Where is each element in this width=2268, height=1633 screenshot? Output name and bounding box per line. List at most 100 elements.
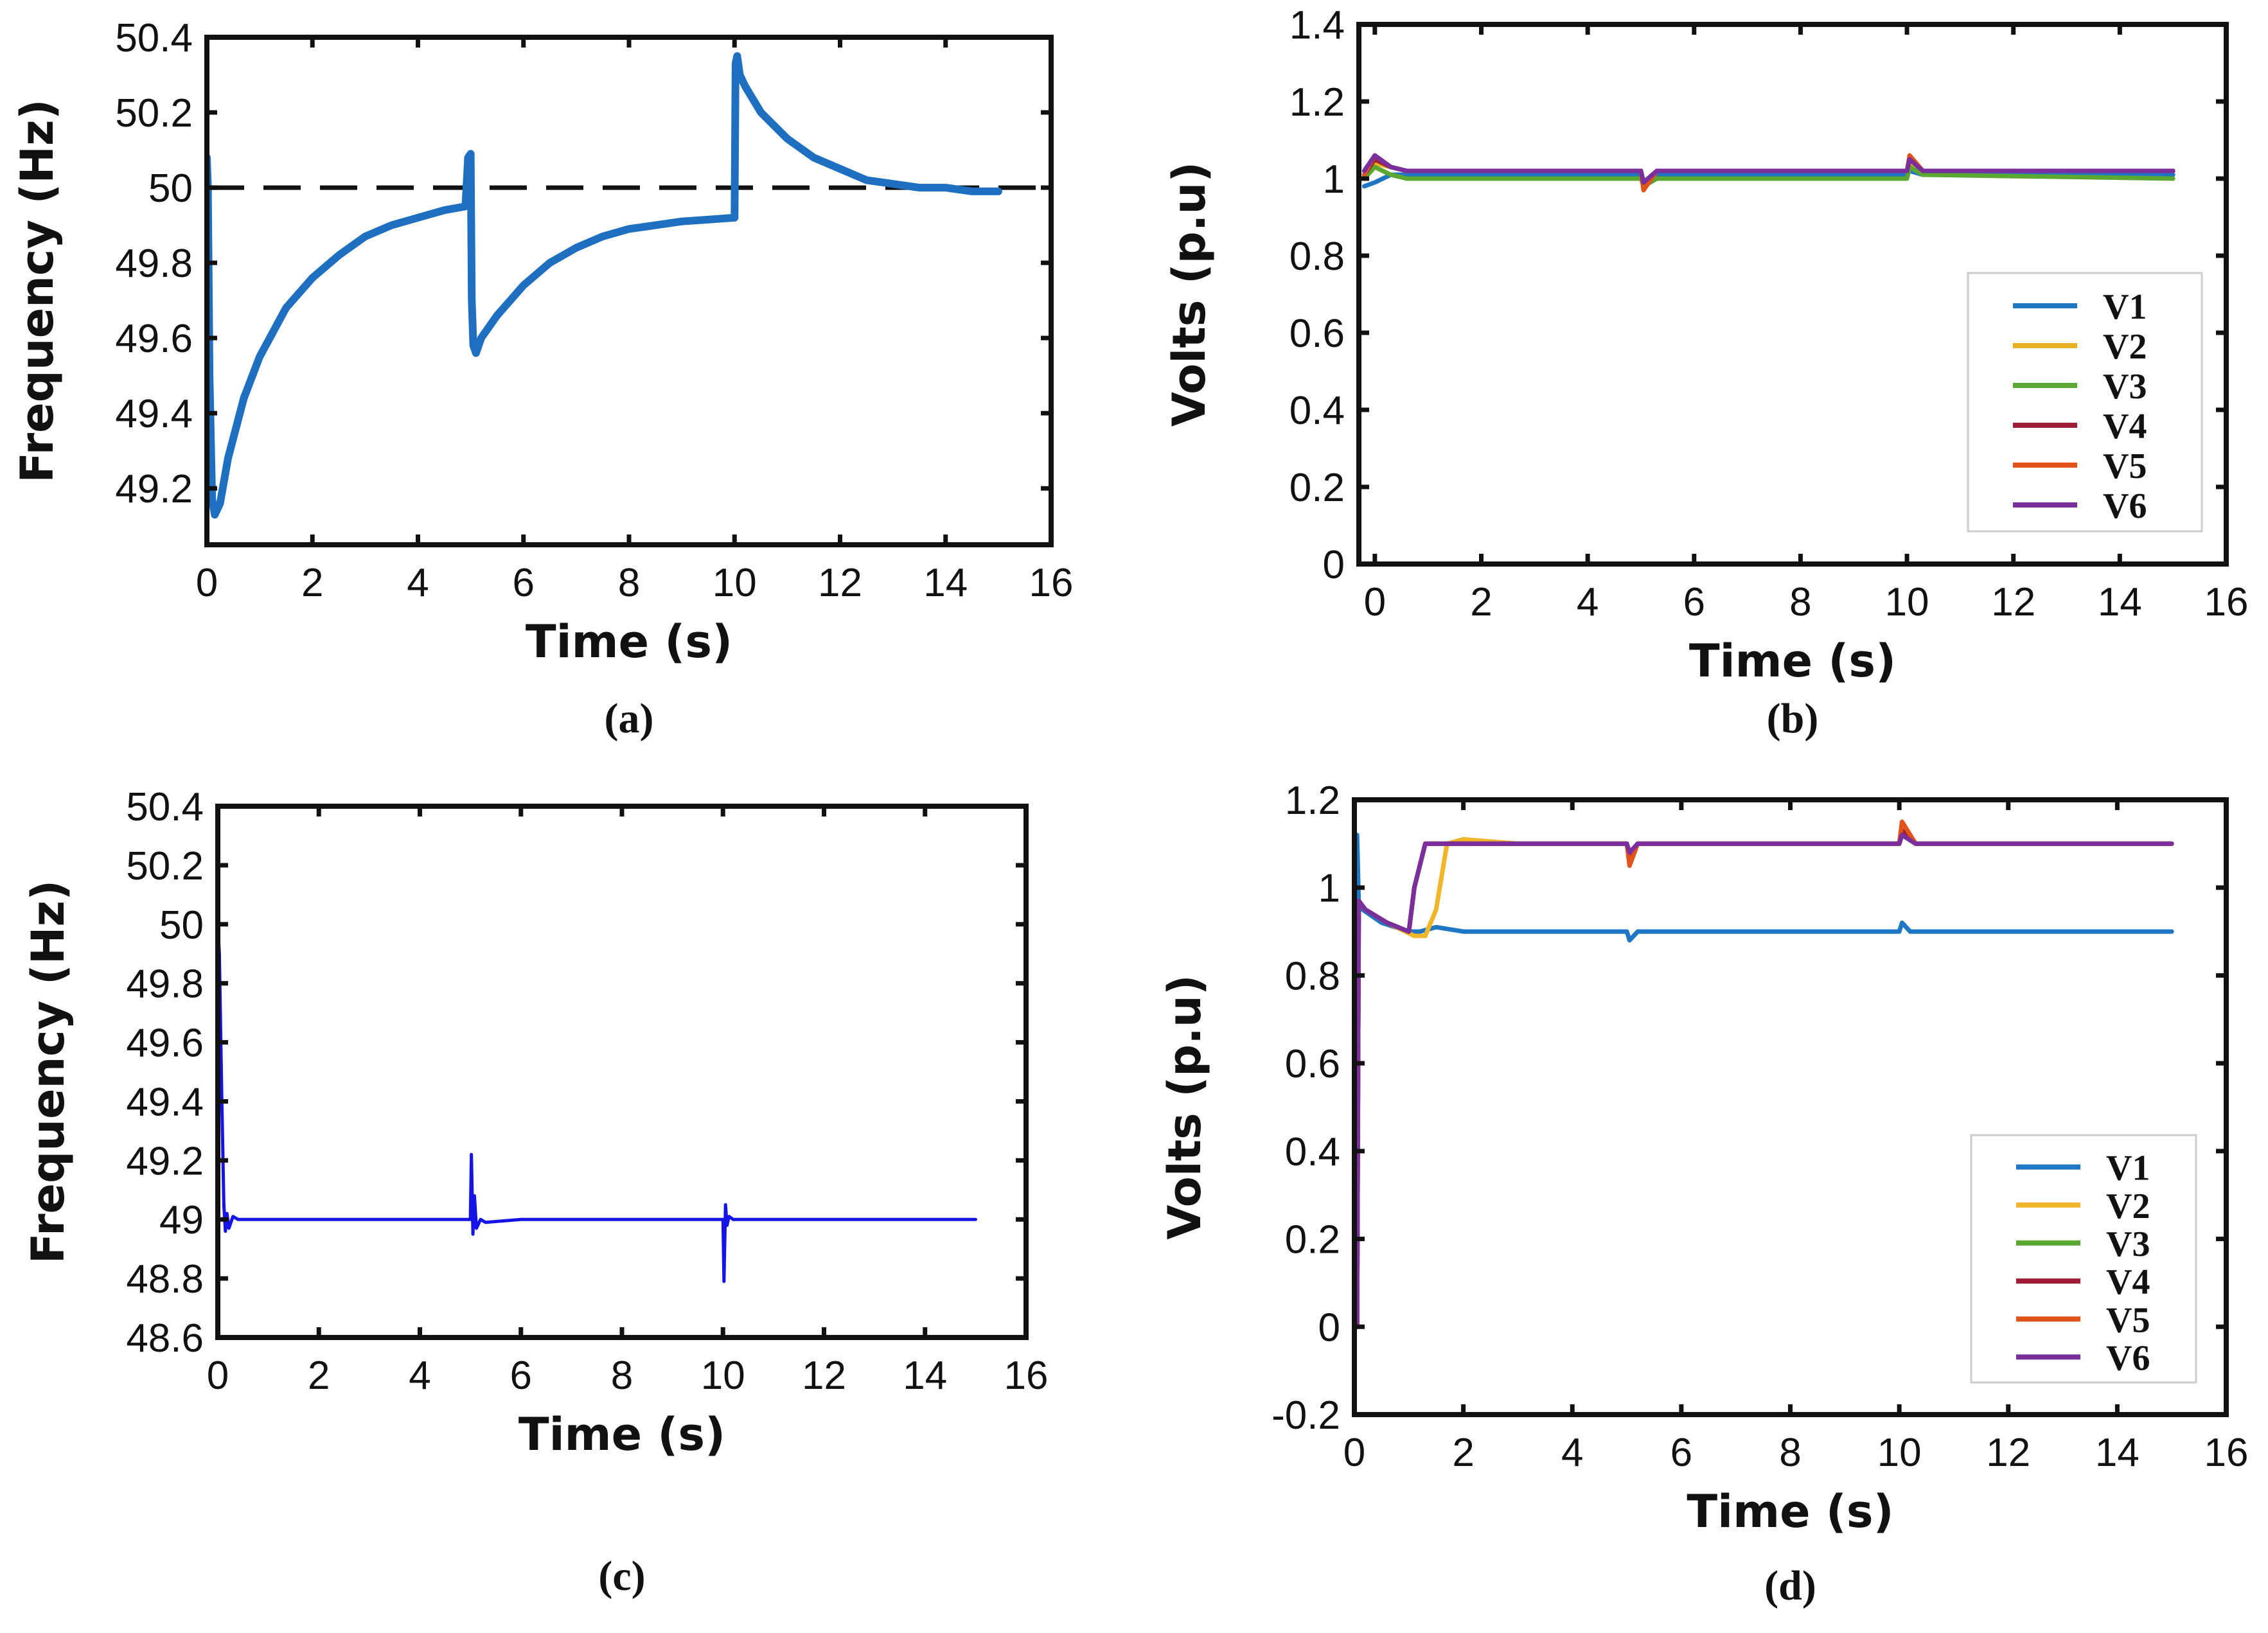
x-tick-label: 8 bbox=[618, 561, 640, 605]
y-axis-label: Volts (p.u) bbox=[1163, 162, 1216, 427]
y-tick-label: 49 bbox=[159, 1198, 204, 1242]
plot-area bbox=[1354, 819, 2174, 1329]
x-tick-label: 0 bbox=[196, 561, 218, 605]
y-tick-label: 1 bbox=[1323, 157, 1345, 202]
legend-label-v1: V1 bbox=[2103, 287, 2147, 327]
y-tick-label: 0.6 bbox=[1289, 312, 1345, 356]
series-line-frequency bbox=[218, 922, 977, 1284]
y-axis-label: Frequency (Hz) bbox=[22, 880, 75, 1264]
panel-c: 0 2 4 6 8 10 12 14 16 48.6 48.8 49 49.2 49.4 49.6 49.8 5… bbox=[22, 785, 1048, 1600]
x-tick-label: 10 bbox=[713, 561, 757, 605]
x-tick-label: 14 bbox=[903, 1354, 947, 1398]
x-tick-label: 0 bbox=[1343, 1431, 1365, 1475]
x-tick-label: 2 bbox=[1452, 1431, 1474, 1475]
y-tick-label: 0.4 bbox=[1285, 1130, 1340, 1174]
panel-caption: (c) bbox=[598, 1553, 645, 1600]
y-tick-label: 49.4 bbox=[126, 1080, 204, 1124]
y-tick-label: 50.4 bbox=[126, 785, 204, 829]
x-tick-label: 0 bbox=[1364, 580, 1386, 624]
x-axis-label: Time (s) bbox=[1687, 1485, 1893, 1538]
panel-b: 0 2 4 6 8 10 12 14 16 0 0.2 0.4 0.6 0.8 1 1.2 1.4 Time (s… bbox=[1163, 3, 2248, 742]
x-tick-label: 6 bbox=[1683, 580, 1705, 624]
plot-area bbox=[1361, 153, 2175, 193]
y-tick-label: 48.6 bbox=[126, 1316, 204, 1361]
series-line-v6 bbox=[1354, 833, 2174, 1329]
x-tick-label: 10 bbox=[1885, 580, 1929, 624]
legend-label-v3: V3 bbox=[2106, 1224, 2150, 1264]
x-tick-label: 14 bbox=[2098, 580, 2142, 624]
x-tick-label: 12 bbox=[1986, 1431, 2030, 1475]
x-tick-label: 6 bbox=[510, 1354, 532, 1398]
panel-caption: (a) bbox=[605, 695, 654, 742]
x-axis-label: Time (s) bbox=[1689, 635, 1896, 687]
y-tick-label: 0 bbox=[1318, 1305, 1340, 1350]
y-tick-label: 49.6 bbox=[126, 1021, 204, 1066]
legend-label-v2: V2 bbox=[2106, 1187, 2150, 1226]
y-axis-label: Frequency (Hz) bbox=[11, 99, 64, 482]
y-tick-label: -0.2 bbox=[1271, 1393, 1340, 1438]
y-tick-label: 49.2 bbox=[115, 467, 193, 511]
plot-area bbox=[218, 922, 977, 1284]
y-tick-label: 49.8 bbox=[126, 962, 204, 1007]
legend-label-v6: V6 bbox=[2106, 1338, 2150, 1378]
y-tick-label: 50.2 bbox=[126, 844, 204, 888]
plot-area bbox=[207, 52, 1002, 519]
y-tick-label: 0.2 bbox=[1289, 466, 1345, 510]
y-tick-label: 48.8 bbox=[126, 1257, 204, 1302]
y-tick-label: 0.8 bbox=[1285, 954, 1340, 998]
x-tick-label: 8 bbox=[1779, 1431, 1801, 1475]
y-tick-label: 49.8 bbox=[115, 242, 193, 286]
x-tick-label: 12 bbox=[802, 1354, 846, 1398]
legend-label-v5: V5 bbox=[2103, 446, 2147, 486]
x-tick-label: 4 bbox=[1577, 580, 1599, 624]
legend-label-v4: V4 bbox=[2103, 407, 2147, 446]
y-tick-label: 50.2 bbox=[115, 91, 193, 136]
legend-box bbox=[1967, 272, 2203, 533]
x-tick-label: 2 bbox=[308, 1354, 330, 1398]
series-line-frequency bbox=[207, 52, 1002, 519]
legend-box bbox=[1970, 1134, 2197, 1384]
y-tick-label: 49.2 bbox=[126, 1139, 204, 1183]
x-tick-label: 0 bbox=[207, 1354, 229, 1398]
y-tick-label: 50 bbox=[159, 903, 204, 948]
x-tick-label: 10 bbox=[701, 1354, 745, 1398]
y-tick-label: 49.4 bbox=[115, 392, 193, 436]
y-tick-label: 1.2 bbox=[1285, 779, 1340, 823]
y-axis-label: Volts (p.u) bbox=[1158, 975, 1211, 1239]
x-tick-label: 4 bbox=[409, 1354, 430, 1398]
y-tick-label: 1.4 bbox=[1289, 3, 1345, 48]
legend-label-v4: V4 bbox=[2106, 1262, 2150, 1302]
x-tick-label: 6 bbox=[1670, 1431, 1692, 1475]
x-tick-label: 2 bbox=[1470, 580, 1492, 624]
panel-caption: (d) bbox=[1764, 1562, 1816, 1609]
legend-label-v5: V5 bbox=[2106, 1300, 2150, 1340]
x-axis-label: Time (s) bbox=[526, 615, 732, 668]
y-tick-label: 0 bbox=[1323, 543, 1345, 587]
y-tick-label: 0.2 bbox=[1285, 1218, 1340, 1262]
y-tick-label: 0.4 bbox=[1289, 389, 1345, 433]
legend-label-v1: V1 bbox=[2106, 1149, 2150, 1188]
x-tick-label: 16 bbox=[1029, 561, 1074, 605]
x-axis-label: Time (s) bbox=[518, 1408, 725, 1461]
legend-label-v6: V6 bbox=[2103, 486, 2147, 526]
x-tick-label: 16 bbox=[2204, 580, 2249, 624]
panel-caption: (b) bbox=[1767, 695, 1819, 742]
y-tick-label: 1.2 bbox=[1289, 80, 1345, 125]
y-tick-label: 49.6 bbox=[115, 317, 193, 361]
legend-label-v3: V3 bbox=[2103, 367, 2147, 407]
x-tick-label: 16 bbox=[1004, 1354, 1049, 1398]
x-tick-label: 8 bbox=[1789, 580, 1811, 624]
x-tick-label: 2 bbox=[301, 561, 323, 605]
x-tick-label: 16 bbox=[2204, 1431, 2249, 1475]
legend-label-v2: V2 bbox=[2103, 327, 2147, 367]
panel-a: 0 2 4 6 8 10 12 14 16 49.2 49.4 49.6 49.8 50 50.2 50.4 T… bbox=[11, 16, 1073, 742]
y-tick-label: 50.4 bbox=[115, 16, 193, 60]
x-tick-label: 14 bbox=[923, 561, 968, 605]
y-tick-label: 0.8 bbox=[1289, 234, 1345, 279]
x-tick-label: 6 bbox=[513, 561, 535, 605]
x-tick-label: 8 bbox=[611, 1354, 633, 1398]
